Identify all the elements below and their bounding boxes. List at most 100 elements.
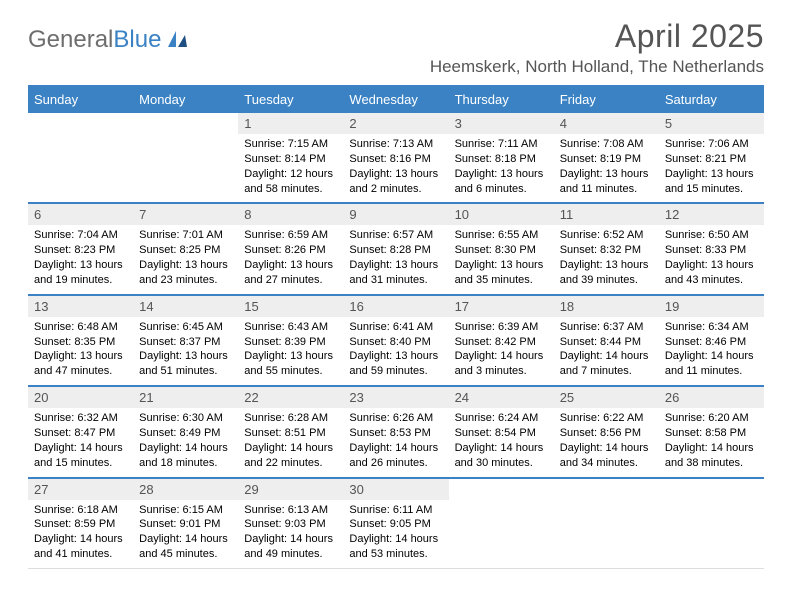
day-cell: 19Sunrise: 6:34 AMSunset: 8:46 PMDayligh… bbox=[659, 296, 764, 385]
page-header: GeneralBlue April 2025 Heemskerk, North … bbox=[28, 18, 764, 77]
day-cell: 20Sunrise: 6:32 AMSunset: 8:47 PMDayligh… bbox=[28, 387, 133, 476]
daylight-text: Daylight: 14 hours and 49 minutes. bbox=[244, 532, 337, 562]
sunrise-text: Sunrise: 6:18 AM bbox=[34, 503, 127, 518]
day-date: 29 bbox=[238, 479, 343, 500]
sunrise-text: Sunrise: 6:34 AM bbox=[665, 320, 758, 335]
daylight-text: Daylight: 14 hours and 30 minutes. bbox=[455, 441, 548, 471]
day-date: 26 bbox=[659, 387, 764, 408]
sunset-text: Sunset: 8:23 PM bbox=[34, 243, 127, 258]
daylight-text: Daylight: 13 hours and 15 minutes. bbox=[665, 167, 758, 197]
logo-word-blue: Blue bbox=[113, 26, 161, 53]
day-date: 8 bbox=[238, 204, 343, 225]
daylight-text: Daylight: 13 hours and 43 minutes. bbox=[665, 258, 758, 288]
day-cell: 27Sunrise: 6:18 AMSunset: 8:59 PMDayligh… bbox=[28, 479, 133, 568]
sunrise-text: Sunrise: 6:11 AM bbox=[349, 503, 442, 518]
sunset-text: Sunset: 8:42 PM bbox=[455, 335, 548, 350]
day-cell: 23Sunrise: 6:26 AMSunset: 8:53 PMDayligh… bbox=[343, 387, 448, 476]
daylight-text: Daylight: 12 hours and 58 minutes. bbox=[244, 167, 337, 197]
sunrise-text: Sunrise: 7:06 AM bbox=[665, 137, 758, 152]
sunrise-text: Sunrise: 7:04 AM bbox=[34, 228, 127, 243]
weekday-header: Thursday bbox=[449, 87, 554, 113]
daylight-text: Daylight: 14 hours and 38 minutes. bbox=[665, 441, 758, 471]
daylight-text: Daylight: 14 hours and 53 minutes. bbox=[349, 532, 442, 562]
day-body: Sunrise: 6:39 AMSunset: 8:42 PMDaylight:… bbox=[449, 317, 554, 385]
day-date: 16 bbox=[343, 296, 448, 317]
weekday-header: Saturday bbox=[659, 87, 764, 113]
day-cell: 6 Sunrise: 7:04 AMSunset: 8:23 PMDaylight… bbox=[28, 204, 133, 293]
day-date: 6 bbox=[28, 204, 133, 225]
day-date: 14 bbox=[133, 296, 238, 317]
sunset-text: Sunset: 8:33 PM bbox=[665, 243, 758, 258]
day-body: Sunrise: 6:18 AMSunset: 8:59 PMDaylight:… bbox=[28, 500, 133, 568]
day-date: 2 bbox=[343, 113, 448, 134]
sunrise-text: Sunrise: 6:22 AM bbox=[560, 411, 653, 426]
day-body: Sunrise: 7:11 AMSunset: 8:18 PMDaylight:… bbox=[449, 134, 554, 202]
day-date: 11 bbox=[554, 204, 659, 225]
sail-icon bbox=[165, 29, 189, 49]
location-text: Heemskerk, North Holland, The Netherland… bbox=[430, 57, 764, 77]
day-body: Sunrise: 6:45 AMSunset: 8:37 PMDaylight:… bbox=[133, 317, 238, 385]
day-date: 20 bbox=[28, 387, 133, 408]
sunrise-text: Sunrise: 6:59 AM bbox=[244, 228, 337, 243]
weekday-header: Friday bbox=[554, 87, 659, 113]
day-body: Sunrise: 7:06 AMSunset: 8:21 PMDaylight:… bbox=[659, 134, 764, 202]
day-cell: 5Sunrise: 7:06 AMSunset: 8:21 PMDaylight… bbox=[659, 113, 764, 202]
daylight-text: Daylight: 13 hours and 2 minutes. bbox=[349, 167, 442, 197]
sunset-text: Sunset: 8:49 PM bbox=[139, 426, 232, 441]
day-date: 7 bbox=[133, 204, 238, 225]
sunrise-text: Sunrise: 7:08 AM bbox=[560, 137, 653, 152]
day-body: Sunrise: 6:50 AMSunset: 8:33 PMDaylight:… bbox=[659, 225, 764, 293]
sunset-text: Sunset: 8:59 PM bbox=[34, 517, 127, 532]
day-cell: 15Sunrise: 6:43 AMSunset: 8:39 PMDayligh… bbox=[238, 296, 343, 385]
calendar-table: Sunday Monday Tuesday Wednesday Thursday… bbox=[28, 85, 764, 569]
sunrise-text: Sunrise: 7:15 AM bbox=[244, 137, 337, 152]
day-body: Sunrise: 6:43 AMSunset: 8:39 PMDaylight:… bbox=[238, 317, 343, 385]
day-cell: 16Sunrise: 6:41 AMSunset: 8:40 PMDayligh… bbox=[343, 296, 448, 385]
day-date: 27 bbox=[28, 479, 133, 500]
sunrise-text: Sunrise: 6:50 AM bbox=[665, 228, 758, 243]
day-cell: 30Sunrise: 6:11 AMSunset: 9:05 PMDayligh… bbox=[343, 479, 448, 568]
day-body: Sunrise: 6:20 AMSunset: 8:58 PMDaylight:… bbox=[659, 408, 764, 476]
sunset-text: Sunset: 8:58 PM bbox=[665, 426, 758, 441]
sunrise-text: Sunrise: 7:11 AM bbox=[455, 137, 548, 152]
day-cell: 25Sunrise: 6:22 AMSunset: 8:56 PMDayligh… bbox=[554, 387, 659, 476]
sunset-text: Sunset: 8:18 PM bbox=[455, 152, 548, 167]
week-row: 27Sunrise: 6:18 AMSunset: 8:59 PMDayligh… bbox=[28, 479, 764, 568]
daylight-text: Daylight: 13 hours and 35 minutes. bbox=[455, 258, 548, 288]
sunrise-text: Sunrise: 6:32 AM bbox=[34, 411, 127, 426]
weekday-header: Monday bbox=[133, 87, 238, 113]
day-body: Sunrise: 6:15 AMSunset: 9:01 PMDaylight:… bbox=[133, 500, 238, 568]
sunrise-text: Sunrise: 6:52 AM bbox=[560, 228, 653, 243]
weekday-header: Wednesday bbox=[343, 87, 448, 113]
day-date: 9 bbox=[343, 204, 448, 225]
daylight-text: Daylight: 14 hours and 18 minutes. bbox=[139, 441, 232, 471]
logo-word-general: General bbox=[28, 26, 113, 53]
day-date: 28 bbox=[133, 479, 238, 500]
sunset-text: Sunset: 8:14 PM bbox=[244, 152, 337, 167]
day-body: Sunrise: 6:57 AMSunset: 8:28 PMDaylight:… bbox=[343, 225, 448, 293]
daylight-text: Daylight: 14 hours and 34 minutes. bbox=[560, 441, 653, 471]
sunset-text: Sunset: 8:37 PM bbox=[139, 335, 232, 350]
daylight-text: Daylight: 13 hours and 19 minutes. bbox=[34, 258, 127, 288]
daylight-text: Daylight: 14 hours and 15 minutes. bbox=[34, 441, 127, 471]
daylight-text: Daylight: 14 hours and 7 minutes. bbox=[560, 349, 653, 379]
weekday-header: Tuesday bbox=[238, 87, 343, 113]
logo: GeneralBlue bbox=[28, 18, 189, 54]
sunset-text: Sunset: 8:19 PM bbox=[560, 152, 653, 167]
day-body: Sunrise: 6:32 AMSunset: 8:47 PMDaylight:… bbox=[28, 408, 133, 476]
day-date: 18 bbox=[554, 296, 659, 317]
day-body: Sunrise: 6:24 AMSunset: 8:54 PMDaylight:… bbox=[449, 408, 554, 476]
day-date: 1 bbox=[238, 113, 343, 134]
sunset-text: Sunset: 8:44 PM bbox=[560, 335, 653, 350]
sunset-text: Sunset: 9:05 PM bbox=[349, 517, 442, 532]
day-cell: 2Sunrise: 7:13 AMSunset: 8:16 PMDaylight… bbox=[343, 113, 448, 202]
daylight-text: Daylight: 13 hours and 31 minutes. bbox=[349, 258, 442, 288]
day-cell bbox=[554, 479, 659, 568]
day-cell: 26Sunrise: 6:20 AMSunset: 8:58 PMDayligh… bbox=[659, 387, 764, 476]
sunset-text: Sunset: 8:35 PM bbox=[34, 335, 127, 350]
daylight-text: Daylight: 13 hours and 39 minutes. bbox=[560, 258, 653, 288]
day-cell: 9Sunrise: 6:57 AMSunset: 8:28 PMDaylight… bbox=[343, 204, 448, 293]
sunset-text: Sunset: 9:01 PM bbox=[139, 517, 232, 532]
sunset-text: Sunset: 8:53 PM bbox=[349, 426, 442, 441]
logo-text: GeneralBlue bbox=[28, 26, 161, 54]
